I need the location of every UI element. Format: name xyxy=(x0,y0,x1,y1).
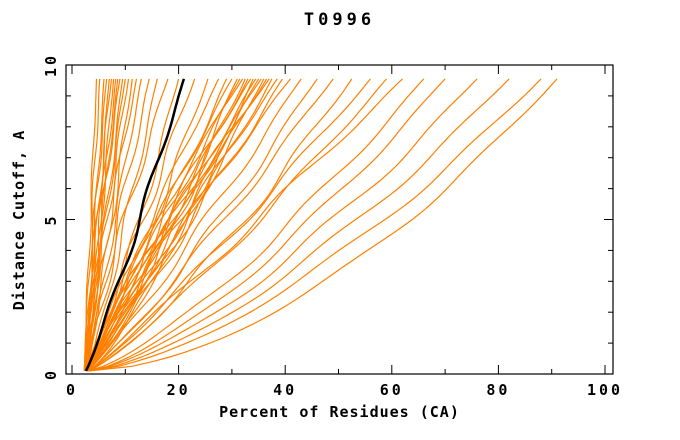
chart-title: T0996 xyxy=(303,10,376,30)
x-tick-label: 20 xyxy=(167,381,191,399)
model-curve xyxy=(84,78,119,371)
x-axis-label: Percent of Residues (CA) xyxy=(219,403,460,421)
model-curve xyxy=(85,78,121,371)
x-tick-label: 0 xyxy=(66,381,78,399)
y-tick-label: 0 xyxy=(42,368,60,380)
model-curve xyxy=(87,78,291,372)
model-curve xyxy=(85,78,169,371)
model-curve xyxy=(88,78,262,372)
model-curve xyxy=(89,78,446,372)
model-curve xyxy=(88,78,334,372)
model-curve xyxy=(86,78,252,372)
x-tick-label: 80 xyxy=(486,381,510,399)
model-curve xyxy=(87,78,265,372)
model-curve xyxy=(87,78,425,372)
model-curve xyxy=(85,78,150,372)
y-tick-label: 10 xyxy=(42,53,60,77)
model-curve xyxy=(87,78,283,372)
model-curve xyxy=(86,78,220,372)
x-tick-label: 40 xyxy=(273,381,297,399)
model-curve xyxy=(87,78,318,372)
model-curve xyxy=(87,78,353,372)
model-curve xyxy=(83,78,108,371)
model-curve xyxy=(87,78,302,372)
model-curve xyxy=(88,78,403,372)
model-curve xyxy=(89,78,371,372)
model-curve xyxy=(88,78,278,372)
model-curve xyxy=(86,78,244,372)
model-curve xyxy=(89,78,558,372)
x-tick-label: 60 xyxy=(380,381,404,399)
model-curve xyxy=(88,78,510,372)
y-tick-label: 5 xyxy=(42,213,60,225)
highlight-curve xyxy=(84,78,186,372)
model-curve xyxy=(88,78,387,372)
model-curve xyxy=(87,78,542,372)
model-curve xyxy=(86,78,273,372)
x-tick-label: 100 xyxy=(587,381,623,399)
model-curve xyxy=(87,78,270,372)
model-curve xyxy=(85,78,138,371)
model-curve xyxy=(86,78,158,372)
model-curve xyxy=(88,78,478,372)
